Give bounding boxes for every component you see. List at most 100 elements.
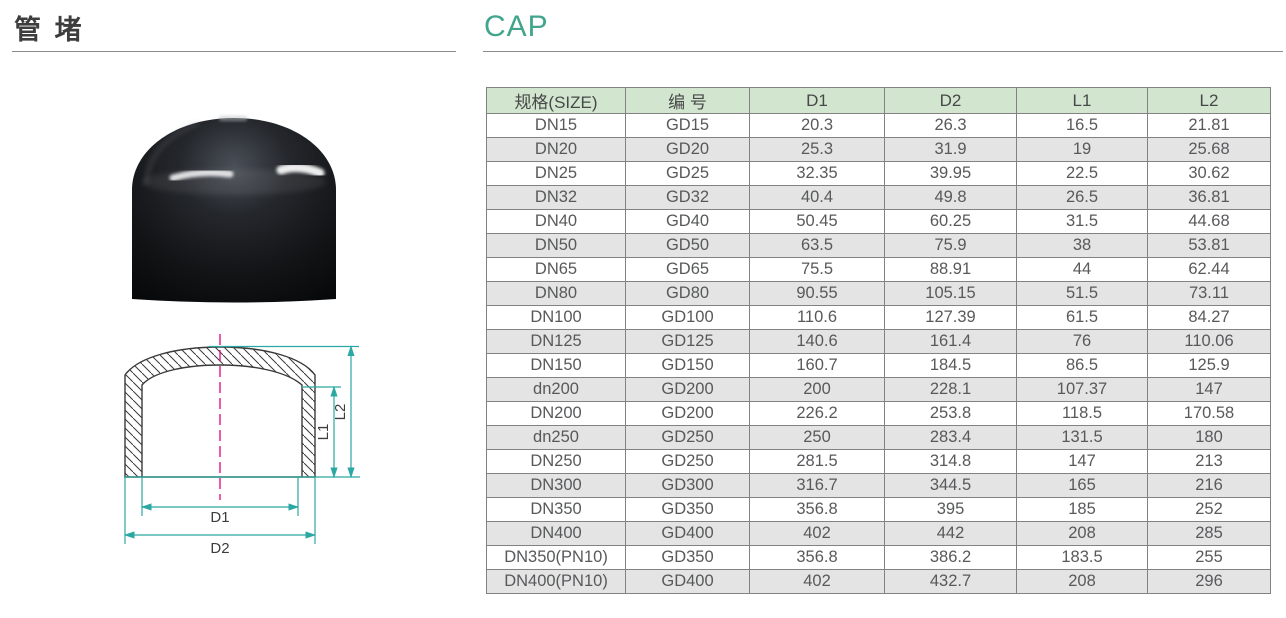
table-cell: 25.3 — [749, 137, 885, 162]
table-cell: 147 — [1016, 449, 1148, 474]
table-cell: 160.7 — [749, 353, 885, 378]
table-cell: 19 — [1016, 137, 1148, 162]
table-cell: 165 — [1016, 473, 1148, 498]
table-cell: 50.45 — [749, 209, 885, 234]
table-cell: 285 — [1147, 521, 1271, 546]
table-cell: GD400 — [625, 521, 750, 546]
table-cell: 73.11 — [1147, 281, 1271, 306]
table-cell: GD65 — [625, 257, 750, 282]
table-cell: 105.15 — [884, 281, 1017, 306]
label-d2: D2 — [210, 540, 229, 557]
table-row: DN300 GD300 316.7 344.5 165 216 — [486, 473, 1271, 498]
table-cell: 216 — [1147, 473, 1271, 498]
title-divider-left — [12, 51, 456, 52]
table-cell: 161.4 — [884, 329, 1017, 354]
column-header: 规格(SIZE) — [486, 87, 626, 114]
table-cell: DN150 — [486, 353, 626, 378]
table-cell: 21.81 — [1147, 113, 1271, 138]
table-row: DN250 GD250 281.5 314.8 147 213 — [486, 449, 1271, 474]
table-cell: DN80 — [486, 281, 626, 306]
table-cell: DN15 — [486, 113, 626, 138]
table-cell: GD20 — [625, 137, 750, 162]
table-cell: 213 — [1147, 449, 1271, 474]
table-row: DN80 GD80 90.55 105.15 51.5 73.11 — [486, 281, 1271, 306]
table-cell: 281.5 — [749, 449, 885, 474]
table-cell: GD150 — [625, 353, 750, 378]
table-cell: 38 — [1016, 233, 1148, 258]
table-cell: 84.27 — [1147, 305, 1271, 330]
table-cell: 26.5 — [1016, 185, 1148, 210]
table-row: DN400(PN10) GD400 402 432.7 208 296 — [486, 569, 1271, 594]
table-cell: 250 — [749, 425, 885, 450]
table-cell: GD25 — [625, 161, 750, 186]
table-cell: 39.95 — [884, 161, 1017, 186]
table-cell: DN50 — [486, 233, 626, 258]
table-cell: 131.5 — [1016, 425, 1148, 450]
table-cell: DN250 — [486, 449, 626, 474]
table-cell: 31.9 — [884, 137, 1017, 162]
table-cell: 180 — [1147, 425, 1271, 450]
table-row: DN15 GD15 20.3 26.3 16.5 21.81 — [486, 113, 1271, 138]
table-cell: GD250 — [625, 425, 750, 450]
table-cell: GD200 — [625, 377, 750, 402]
table-cell: 36.81 — [1147, 185, 1271, 210]
table-cell: 255 — [1147, 545, 1271, 570]
table-cell: 76 — [1016, 329, 1148, 354]
table-cell: 356.8 — [749, 545, 885, 570]
table-cell: GD400 — [625, 569, 750, 594]
table-cell: 16.5 — [1016, 113, 1148, 138]
table-cell: GD32 — [625, 185, 750, 210]
title-divider-right — [483, 51, 1283, 52]
table-cell: 185 — [1016, 497, 1148, 522]
table-cell: DN32 — [486, 185, 626, 210]
table-cell: 60.25 — [884, 209, 1017, 234]
table-cell: 402 — [749, 521, 885, 546]
label-l1: L1 — [315, 424, 332, 441]
cap-silhouette — [132, 118, 336, 303]
table-cell: GD15 — [625, 113, 750, 138]
table-cell: 110.06 — [1147, 329, 1271, 354]
table-cell: 208 — [1016, 521, 1148, 546]
table-cell: 51.5 — [1016, 281, 1148, 306]
table-cell: 344.5 — [884, 473, 1017, 498]
page-title-chinese: 管 堵 — [14, 15, 85, 45]
table-row: DN350 GD350 356.8 395 185 252 — [486, 497, 1271, 522]
page-title-english: CAP — [484, 10, 549, 43]
table-cell: GD350 — [625, 545, 750, 570]
table-cell: 170.58 — [1147, 401, 1271, 426]
table-cell: 26.3 — [884, 113, 1017, 138]
table-cell: dn250 — [486, 425, 626, 450]
table-cell: 395 — [884, 497, 1017, 522]
table-cell: DN20 — [486, 137, 626, 162]
table-cell: 20.3 — [749, 113, 885, 138]
table-cell: GD100 — [625, 305, 750, 330]
table-cell: 25.68 — [1147, 137, 1271, 162]
table-row: dn250 GD250 250 283.4 131.5 180 — [486, 425, 1271, 450]
table-cell: 75.5 — [749, 257, 885, 282]
header-row: 规格(SIZE) 编 号 D1 D2 L1 L2 — [486, 87, 1271, 114]
table-row: DN25 GD25 32.35 39.95 22.5 30.62 — [486, 161, 1271, 186]
table-cell: DN400(PN10) — [486, 569, 626, 594]
table-cell: DN350 — [486, 497, 626, 522]
table-cell: DN40 — [486, 209, 626, 234]
table-cell: DN400 — [486, 521, 626, 546]
table-row: DN40 GD40 50.45 60.25 31.5 44.68 — [486, 209, 1271, 234]
table-cell: 253.8 — [884, 401, 1017, 426]
column-header: D1 — [749, 87, 885, 114]
label-l2: L2 — [332, 404, 349, 421]
table-row: DN350(PN10) GD350 356.8 386.2 183.5 255 — [486, 545, 1271, 570]
table-cell: 118.5 — [1016, 401, 1148, 426]
column-header: L1 — [1016, 87, 1148, 114]
table-cell: 228.1 — [884, 377, 1017, 402]
cap-highlight-right — [276, 163, 325, 178]
table-cell: dn200 — [486, 377, 626, 402]
table-cell: 283.4 — [884, 425, 1017, 450]
table-cell: GD50 — [625, 233, 750, 258]
table-cell: 107.37 — [1016, 377, 1148, 402]
table-cell: 183.5 — [1016, 545, 1148, 570]
table-cell: 356.8 — [749, 497, 885, 522]
table-cell: 32.35 — [749, 161, 885, 186]
dimension-diagram: D1 D2 L1 L2 — [123, 334, 360, 557]
table-cell: DN350(PN10) — [486, 545, 626, 570]
